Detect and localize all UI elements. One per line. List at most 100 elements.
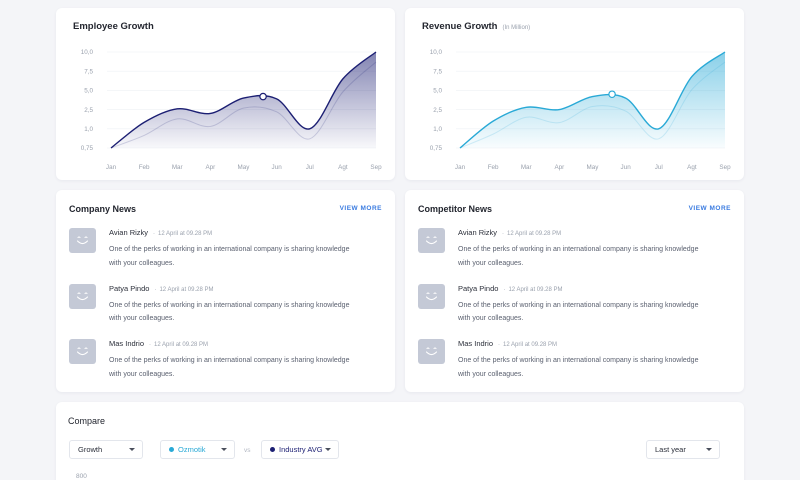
x-tick-label: May [238, 164, 251, 171]
employee-growth-point[interactable] [308, 127, 312, 131]
employee-growth-shadow-line [110, 61, 377, 149]
benchmark-color-dot [270, 447, 275, 452]
y-tick-label: 5,0 [84, 88, 93, 95]
x-tick-label: Jun [621, 164, 632, 171]
competitor-news-list: Avian Rizky · 12 April at 09.28 PM One of … [418, 228, 731, 395]
news-author: Mas Indrio [458, 339, 494, 348]
news-author: Patya Pindo [109, 283, 150, 293]
competitor-news-view-more-link[interactable]: VIEW MORE [688, 205, 731, 212]
employee-growth-card: Employee Growth 10,0 7,5 5,0 2,5 1,0 0,75 Jan F… [56, 8, 395, 180]
chevron-down-icon [325, 448, 331, 451]
company-news-view-more-link[interactable]: VIEW MORE [339, 205, 382, 212]
employee-growth-point[interactable] [208, 111, 212, 115]
news-text: One of the perks of working in an intern… [109, 246, 350, 267]
y-tick-label: 1,0 [433, 126, 442, 133]
employee-growth-line [110, 51, 377, 149]
revenue-growth-point[interactable] [591, 95, 595, 99]
x-tick-label: Apr [554, 164, 564, 171]
separator-dot: · [149, 342, 152, 348]
news-text: One of the perks of working in an intern… [458, 301, 699, 323]
employee-growth-point[interactable] [275, 97, 279, 101]
separator-dot: · [502, 231, 505, 237]
news-item[interactable]: Mas Indrio · 12 April at 09.28 PM One of t… [69, 339, 382, 395]
smiley-face-icon [425, 347, 438, 356]
separator-dot: · [503, 286, 506, 293]
news-time: 12 April at 09.28 PM [154, 342, 209, 348]
chevron-down-icon [129, 448, 135, 451]
news-time: 12 April at 09.28 PM [158, 231, 213, 237]
revenue-growth-point[interactable] [657, 127, 661, 131]
x-tick-label: Jul [306, 164, 314, 171]
news-head: Avian Rizky · 12 April at 09.28 PM [458, 228, 561, 237]
employee-growth-point[interactable] [374, 50, 378, 54]
news-time: 12 April at 09.28 PM [507, 231, 562, 237]
compare-y-axis-top-label: 800 [76, 473, 87, 480]
y-tick-label: 5,0 [433, 88, 442, 95]
news-text: One of the perks of working in an intern… [109, 301, 350, 323]
avatar [69, 339, 96, 364]
x-tick-label: Jan [106, 164, 117, 171]
news-item[interactable]: Patya Pindo · 12 April at 09.28 PM One of … [69, 283, 382, 340]
y-tick-label: 2,5 [433, 107, 442, 114]
revenue-growth-highlight-point[interactable] [608, 90, 616, 99]
revenue-growth-point[interactable] [690, 75, 694, 79]
y-tick-label: 0,75 [81, 145, 94, 152]
revenue-growth-area [460, 52, 725, 148]
benchmark-select[interactable]: Industry AVG [261, 440, 339, 459]
smiley-face-icon [425, 236, 438, 245]
period-select-value: Last year [655, 445, 686, 454]
news-item[interactable]: Mas Indrio · 12 April at 09.28 PM One of t… [418, 339, 731, 395]
smiley-face-icon [425, 292, 438, 300]
employee-growth-point[interactable] [109, 146, 113, 150]
smiley-face-icon [76, 347, 89, 356]
news-item[interactable]: Avian Rizky · 12 April at 09.28 PM One of … [69, 228, 382, 284]
company-news-list: Avian Rizky · 12 April at 09.28 PM One of … [69, 228, 382, 395]
x-tick-label: Feb [488, 164, 499, 171]
company-select[interactable]: Ozmotik [160, 440, 235, 459]
employee-growth-point[interactable] [242, 96, 246, 100]
revenue-growth-line [459, 51, 726, 149]
x-tick-label: Agt [687, 164, 697, 171]
revenue-growth-point[interactable] [624, 96, 628, 100]
revenue-growth-card: Revenue Growth (In Million) 10,0 7,5 5,0 2,5… [405, 8, 744, 180]
employee-growth-point[interactable] [341, 77, 345, 81]
x-tick-label: Sep [719, 164, 731, 171]
news-item[interactable]: Avian Rizky · 12 April at 09.28 PM One of … [418, 228, 731, 284]
compare-card: Compare Growth Ozmotik vs Industry AVG L… [56, 402, 744, 480]
revenue-growth-point[interactable] [458, 146, 462, 150]
metric-select-value: Growth [78, 445, 103, 454]
y-tick-label: 1,0 [84, 126, 93, 133]
avatar [418, 339, 445, 364]
news-time: 12 April at 09.28 PM [159, 286, 214, 293]
x-tick-label: Agt [338, 164, 348, 171]
news-head: Mas Indrio · 12 April at 09.28 PM [458, 339, 557, 348]
employee-growth-point[interactable] [175, 107, 179, 111]
news-text: One of the perks of working in an intern… [458, 246, 699, 267]
news-time: 12 April at 09.28 PM [503, 342, 558, 348]
company-news-card: Company News VIEW MORE Avian Rizky · 12 Ap… [56, 190, 395, 392]
revenue-growth-point[interactable] [524, 105, 528, 109]
employee-growth-point[interactable] [142, 120, 146, 124]
separator-dot: · [154, 286, 157, 293]
revenue-growth-chart: 10,0 7,5 5,0 2,5 1,0 0,75 Jan Feb Mar Apr May Jun Ju… [430, 49, 731, 171]
y-tick-label: 7,5 [84, 68, 93, 75]
separator-dot: · [498, 342, 501, 348]
x-tick-label: Jun [272, 164, 283, 171]
news-item[interactable]: Patya Pindo · 12 April at 09.28 PM One of … [418, 283, 731, 340]
avatar [69, 283, 96, 309]
separator-dot: · [153, 231, 156, 237]
news-author: Avian Rizky [109, 228, 149, 237]
competitor-news-title: Competitor News [418, 204, 493, 214]
x-tick-label: Apr [205, 164, 215, 171]
revenue-growth-point[interactable] [723, 50, 727, 54]
employee-growth-highlight-point[interactable] [259, 92, 267, 101]
revenue-growth-point[interactable] [557, 108, 561, 112]
revenue-growth-point[interactable] [491, 119, 495, 123]
revenue-growth-title: Revenue Growth (In Million) [422, 21, 530, 32]
period-select[interactable]: Last year [646, 440, 720, 459]
y-tick-label: 7,5 [433, 68, 442, 75]
news-text: One of the perks of working in an intern… [458, 357, 699, 378]
avatar [418, 228, 445, 253]
revenue-growth-subtitle: (In Million) [502, 25, 531, 31]
metric-select[interactable]: Growth [69, 440, 143, 459]
